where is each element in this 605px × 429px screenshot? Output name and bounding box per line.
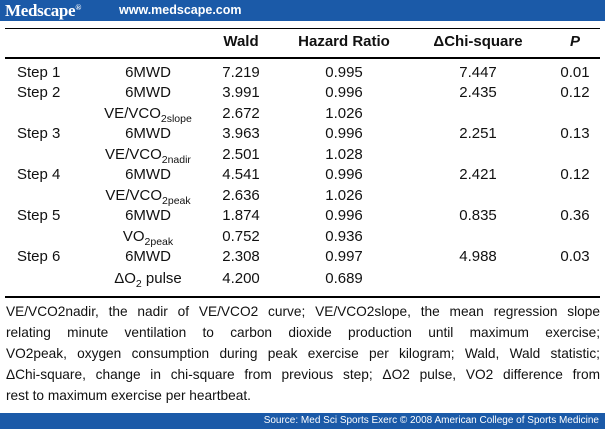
wald-value: 3.963 <box>222 125 260 142</box>
registered-mark: ® <box>75 3 81 12</box>
variable-main: VE/VCO <box>105 187 163 204</box>
delta-chi-square-value: 4.988 <box>459 248 497 265</box>
table-footnote: VE/VCO2nadir, the nadir of VE/VCO2 curve… <box>6 301 600 406</box>
variable-subscript: 2nadir <box>161 154 191 166</box>
hazard-ratio-value: 0.996 <box>325 125 363 142</box>
hazard-ratio-value: 0.996 <box>325 166 363 183</box>
variable-name: VE/VCO2slope <box>104 105 192 128</box>
p-value: 0.12 <box>560 84 590 101</box>
hazard-ratio-value: 0.936 <box>325 228 363 245</box>
variable-main: VE/VCO <box>104 105 161 122</box>
wald-value: 7.219 <box>222 64 260 81</box>
footnote-line-4: ΔChi-square, change in chi-square from p… <box>6 367 600 382</box>
variable-name: 6MWD <box>125 248 171 265</box>
table-bottom-rule <box>5 296 600 298</box>
footnote-line-3: VO2peak, oxygen consumption during peak … <box>6 346 600 361</box>
hazard-ratio-value: 1.028 <box>325 146 363 163</box>
p-value: 0.13 <box>560 125 590 142</box>
variable-name: VE/VCO2peak <box>105 187 190 210</box>
hazard-ratio-value: 0.997 <box>325 248 363 265</box>
wald-value: 4.541 <box>222 166 260 183</box>
hazard-ratio-value: 0.996 <box>325 207 363 224</box>
variable-subscript: 2peak <box>144 236 174 248</box>
delta-chi-square-value: 0.835 <box>459 207 497 224</box>
p-value: 0.36 <box>560 207 590 224</box>
footnote-line: VE/VCO2nadir, the nadir of VE/VCO2 curve… <box>6 301 600 322</box>
footnote-line: ΔChi-square, change in chi-square from p… <box>6 364 600 385</box>
variable-subscript: 2slope <box>160 113 192 125</box>
variable-subscript: 2 <box>135 278 142 290</box>
wald-value: 3.991 <box>222 84 260 101</box>
p-value: 0.03 <box>560 248 590 265</box>
hazard-ratio-value: 0.995 <box>325 64 363 81</box>
wald-value: 2.672 <box>222 105 260 122</box>
wald-value: 0.752 <box>222 228 260 245</box>
wald-value: 2.501 <box>222 146 260 163</box>
variable-name: 6MWD <box>125 64 171 81</box>
hazard-ratio-value: 1.026 <box>325 105 363 122</box>
step-label: Step 2 <box>17 84 61 101</box>
medscape-logo[interactable]: Medscape® <box>5 1 81 21</box>
variable-main: VE/VCO <box>105 146 162 163</box>
header-hazard-ratio: Hazard Ratio <box>298 33 390 50</box>
variable-name: 6MWD <box>125 207 171 224</box>
variable-main: ΔO <box>114 270 136 287</box>
header-delta-chi-square: ΔChi-square <box>433 33 523 50</box>
delta-chi-square-value: 2.435 <box>459 84 497 101</box>
p-value: 0.12 <box>560 166 590 183</box>
wald-value: 4.200 <box>222 270 260 287</box>
step-label: Step 6 <box>17 248 61 265</box>
footnote-line-5: rest to maximum exercise per heartbeat. <box>6 388 251 403</box>
delta-chi-square-value: 2.421 <box>459 166 497 183</box>
variable-name: 6MWD <box>125 125 171 142</box>
step-label: Step 1 <box>17 64 61 81</box>
variable-name: 6MWD <box>125 166 171 183</box>
header-wald: Wald <box>223 33 259 50</box>
wald-value: 2.636 <box>222 187 260 204</box>
variable-subscript: 2peak <box>162 195 191 207</box>
variable-tail: pulse <box>141 270 182 287</box>
hazard-ratio-value: 0.996 <box>325 84 363 101</box>
source-citation: Source: Med Sci Sports Exerc © 2008 Amer… <box>263 415 599 426</box>
footnote-line-1: VE/VCO2nadir, the nadir of VE/VCO2 curve… <box>6 304 600 319</box>
variable-name: ΔO2 pulse <box>114 270 182 293</box>
footnote-line: relating minute ventilation to carbon di… <box>6 322 600 343</box>
wald-value: 2.308 <box>222 248 260 265</box>
site-url-link[interactable]: www.medscape.com <box>119 3 242 17</box>
hazard-ratio-value: 1.026 <box>325 187 363 204</box>
delta-chi-square-value: 7.447 <box>459 64 497 81</box>
source-bar: Source: Med Sci Sports Exerc © 2008 Amer… <box>0 413 605 429</box>
step-label: Step 4 <box>17 166 61 183</box>
delta-chi-square-value: 2.251 <box>459 125 497 142</box>
variable-main: VO <box>122 228 145 245</box>
footnote-line: VO2peak, oxygen consumption during peak … <box>6 343 600 364</box>
variable-name: VO2peak <box>123 228 173 251</box>
table-top-rule <box>5 28 600 29</box>
footnote-line: rest to maximum exercise per heartbeat. <box>6 385 600 406</box>
step-label: Step 5 <box>17 207 61 224</box>
variable-name: 6MWD <box>125 84 171 101</box>
header-banner: Medscape® www.medscape.com <box>0 0 605 21</box>
variable-name: VE/VCO2nadir <box>105 146 191 169</box>
p-value: 0.01 <box>560 64 590 81</box>
wald-value: 1.874 <box>222 207 260 224</box>
footnote-line-2: relating minute ventilation to carbon di… <box>6 325 600 340</box>
brand-name: Medscape <box>5 1 76 20</box>
step-label: Step 3 <box>17 125 61 142</box>
table-header-rule <box>5 57 600 59</box>
header-p-value: P <box>569 33 581 50</box>
hazard-ratio-value: 0.689 <box>325 270 363 287</box>
